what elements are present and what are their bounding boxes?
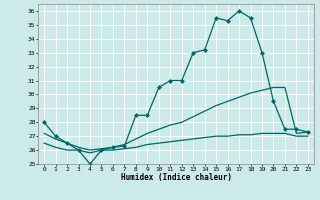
X-axis label: Humidex (Indice chaleur): Humidex (Indice chaleur) <box>121 173 231 182</box>
